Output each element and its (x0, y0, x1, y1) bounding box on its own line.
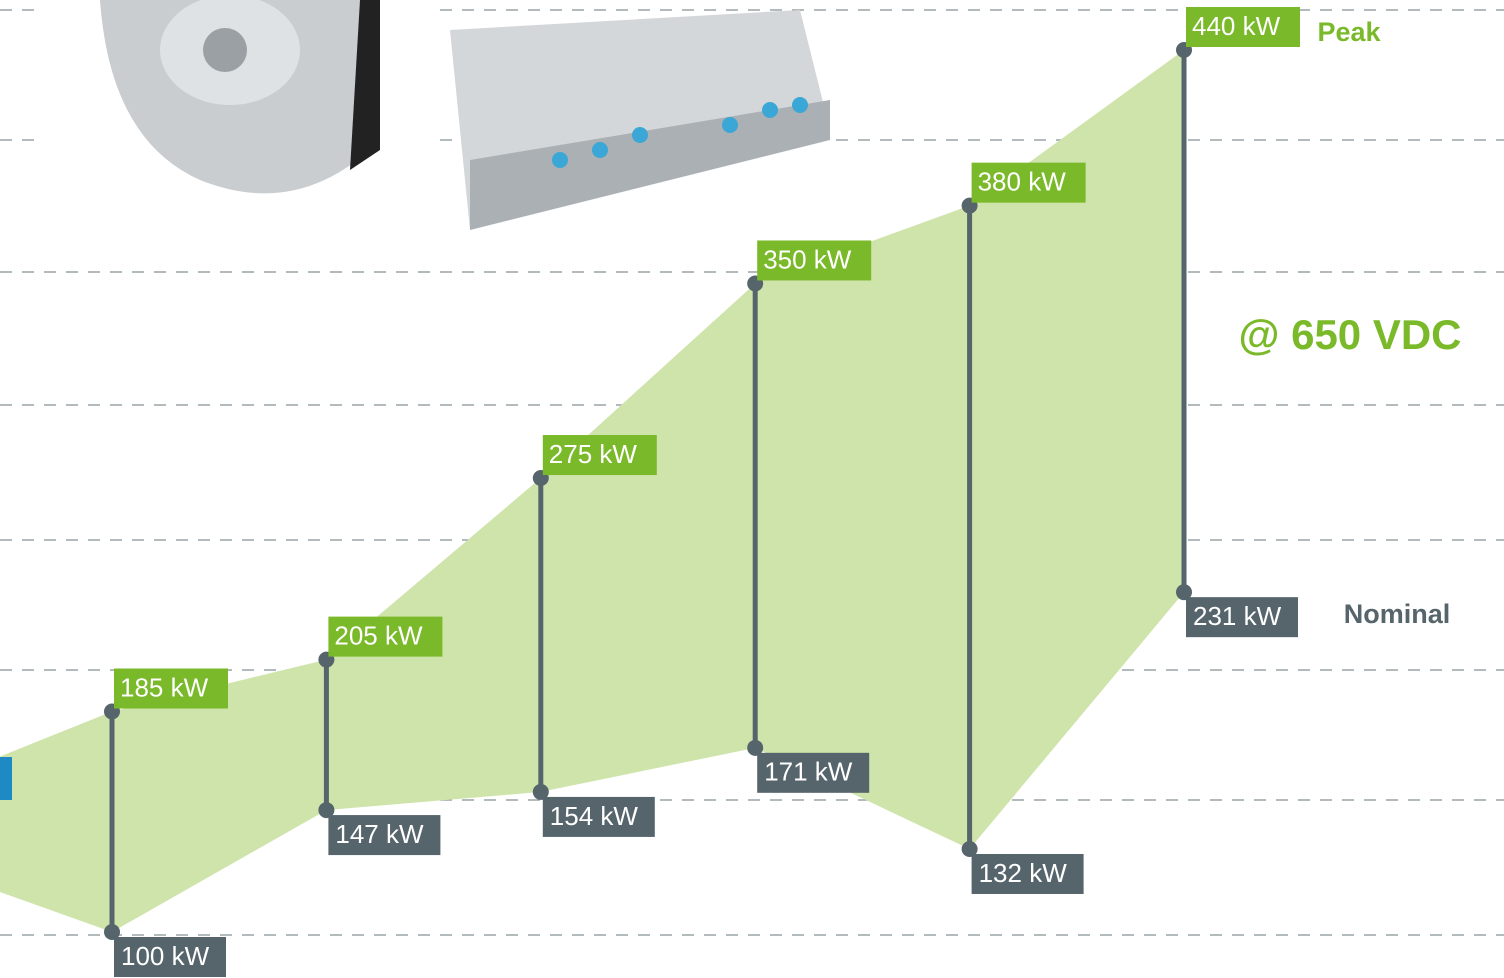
nominal-label-box (328, 815, 441, 856)
peak-label-box (328, 616, 443, 657)
peak-label-box (114, 668, 228, 709)
peak-label: 185 kW (120, 672, 209, 702)
nominal-label: 100 kW (121, 941, 210, 971)
nominal-label-box (971, 853, 1084, 894)
nominal-dot (318, 802, 335, 819)
area-continuation (0, 711, 112, 932)
nominal-label: 147 kW (335, 819, 424, 849)
range-area (112, 50, 1184, 932)
connector (722, 117, 738, 133)
peak-label-box (971, 162, 1086, 203)
nominal-label-box (542, 796, 655, 837)
plot: 185 kW 100 kW 205 kW 147 kW 275 kW 154 kW 350 … (0, 7, 1300, 977)
nominal-label: 171 kW (764, 757, 853, 787)
nominal-dot (104, 924, 120, 940)
legend-peak: Peak (1317, 17, 1381, 47)
legend-nominal: Nominal (1344, 599, 1451, 629)
nominal-label: 154 kW (550, 801, 639, 831)
peak-label-box (757, 240, 872, 281)
connector (632, 127, 648, 143)
connector (762, 102, 778, 118)
nominal-label-box (114, 937, 226, 977)
annotation: @ 650 VDC (1238, 311, 1461, 358)
offscreen-marker (0, 757, 12, 800)
nominal-label: 132 kW (979, 858, 1068, 888)
peak-label: 205 kW (334, 620, 423, 650)
product-image (40, 0, 830, 250)
connector (592, 142, 608, 158)
peak-label-box (542, 435, 657, 476)
nominal-dot (532, 783, 549, 800)
connector (792, 97, 808, 113)
nominal-label: 231 kW (1193, 601, 1282, 631)
nominal-label-box (1186, 597, 1298, 638)
peak-label: 380 kW (978, 167, 1067, 197)
nominal-label-box (757, 752, 870, 793)
peak-label: 350 kW (763, 244, 852, 274)
nominal-dot (747, 739, 764, 756)
connector (552, 152, 568, 168)
nominal-dot (961, 840, 978, 857)
shaft (203, 28, 247, 72)
nominal-dot (1176, 584, 1192, 601)
peak-label-box (1186, 7, 1300, 47)
motor-dark (350, 0, 380, 170)
peak-label: 275 kW (549, 439, 638, 469)
inverter-side (470, 100, 830, 230)
peak-label: 440 kW (1192, 11, 1281, 41)
connectors (552, 97, 808, 168)
